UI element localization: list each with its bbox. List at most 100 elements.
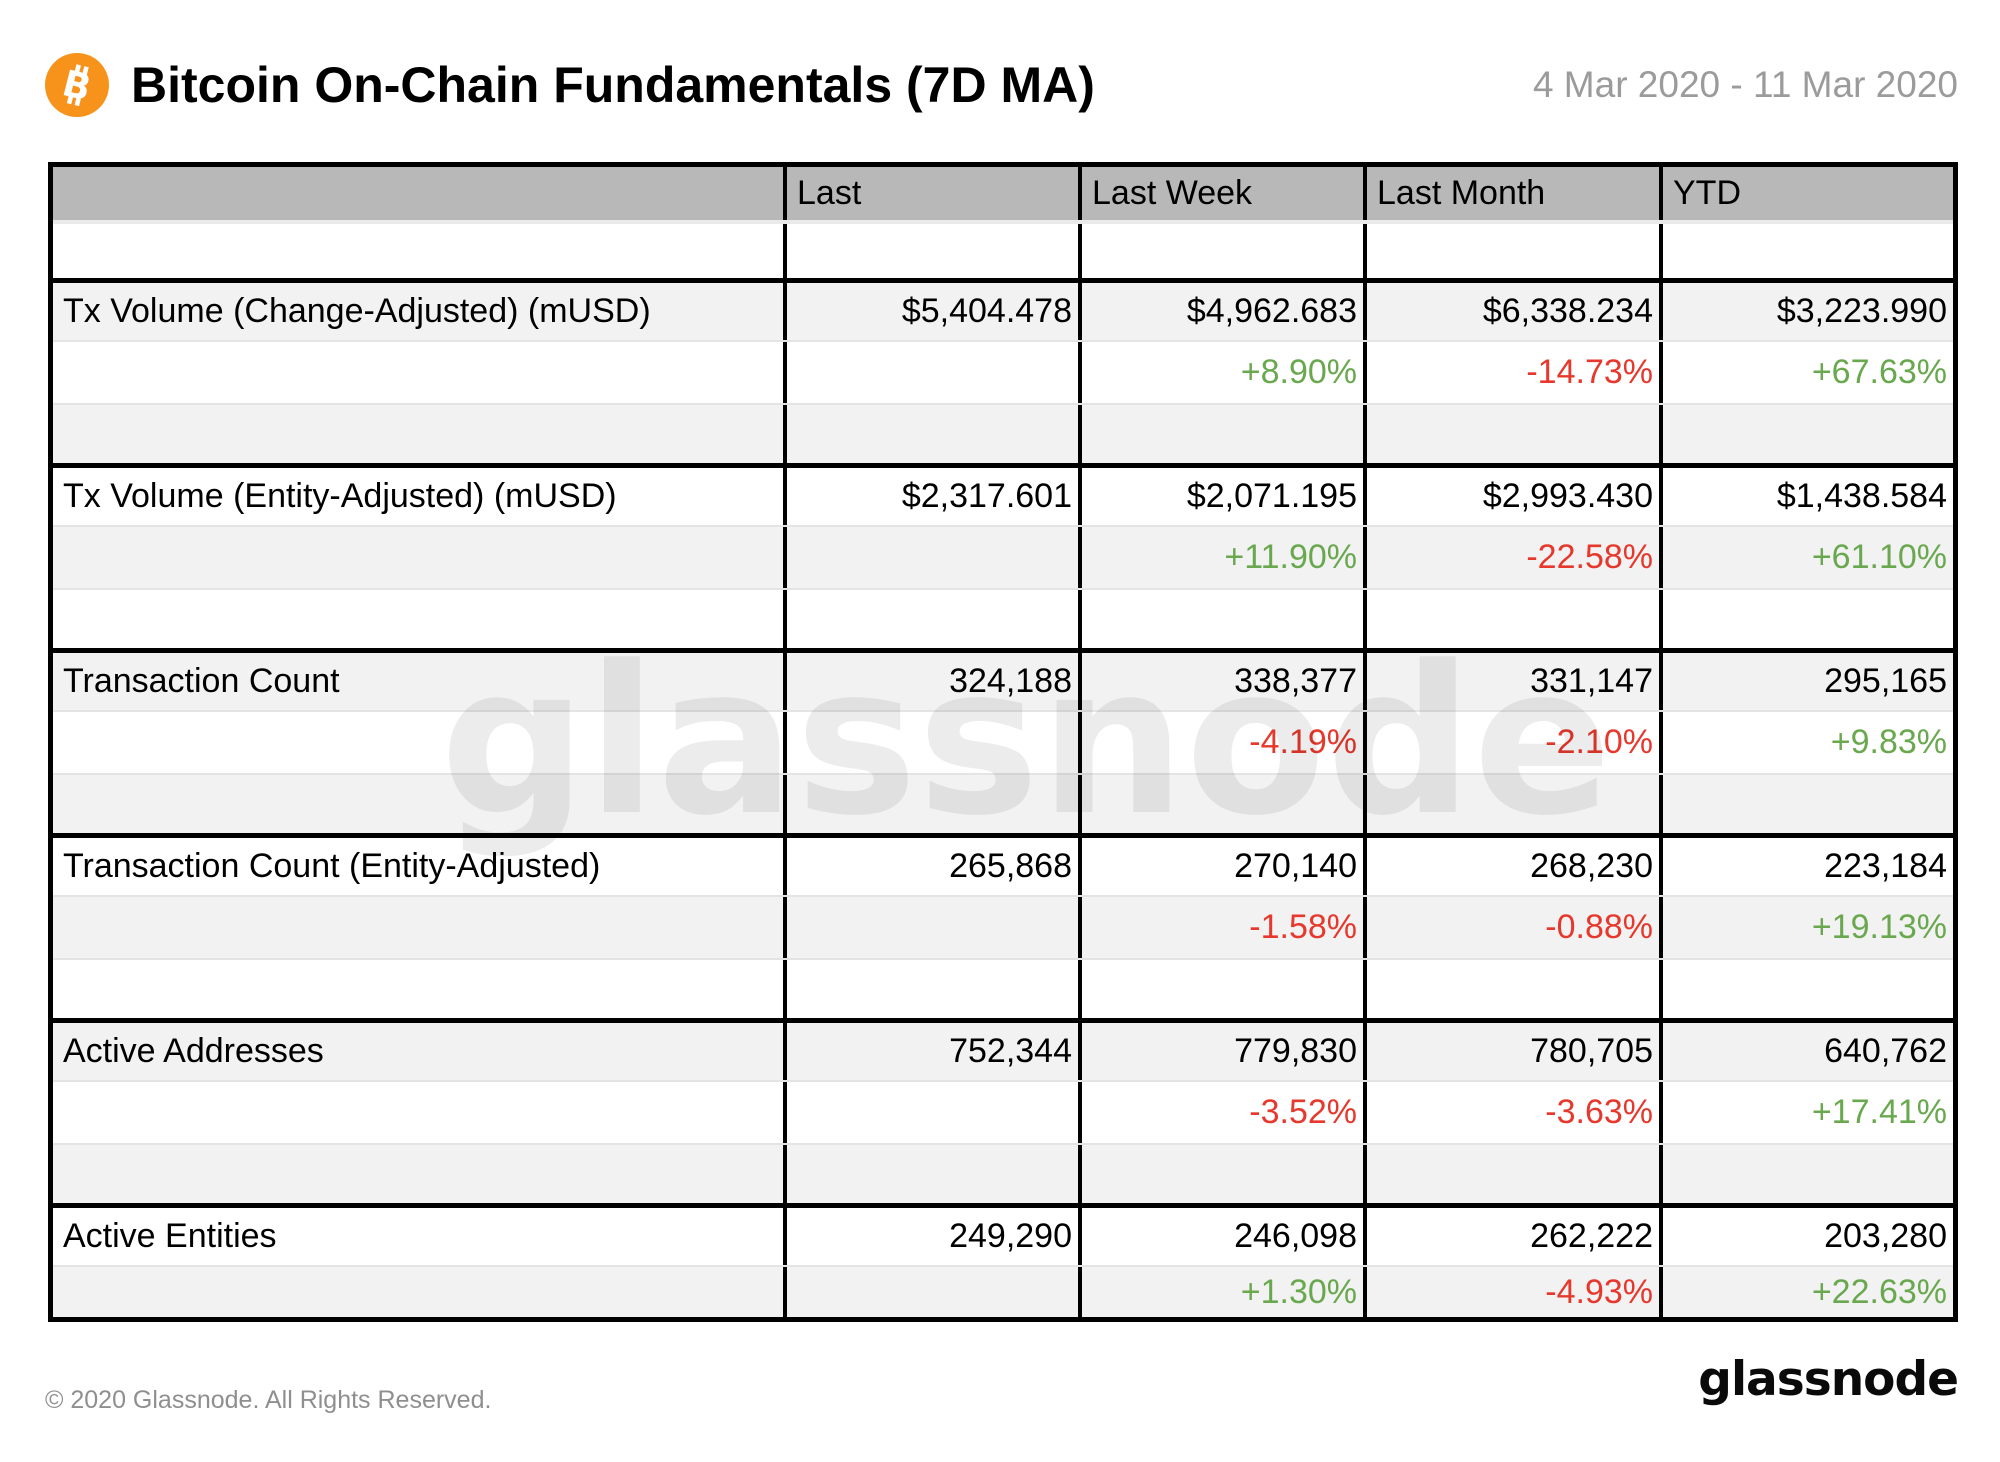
metric-value: $1,438.584: [1659, 468, 1953, 525]
metric-label: Transaction Count: [63, 662, 340, 700]
change-empty-cell: [53, 342, 783, 403]
spacer-cell: [1659, 1145, 1953, 1203]
spacer-cell: [783, 960, 1078, 1018]
change-row: +8.90% -14.73% +67.63%: [53, 340, 1953, 403]
change-value: -22.58%: [1363, 527, 1659, 588]
metric-value: 249,290: [783, 1208, 1078, 1265]
change-value: +19.13%: [1659, 897, 1953, 958]
change-value: -3.52%: [1078, 1082, 1363, 1143]
spacer-cell: [1659, 960, 1953, 1018]
spacer-cell: [1078, 960, 1363, 1018]
change-value: -3.63%: [1363, 1082, 1659, 1143]
metric-row: Active Addresses 752,344 779,830 780,705 640…: [53, 1018, 1953, 1080]
bitcoin-icon: B: [45, 53, 109, 117]
metric-row: Tx Volume (Entity-Adjusted) (mUSD) $2,317…: [53, 463, 1953, 525]
metric-value: 268,230: [1363, 838, 1659, 895]
metric-value: $2,071.195: [1078, 468, 1363, 525]
metric-label: Tx Volume (Entity-Adjusted) (mUSD): [63, 477, 617, 515]
spacer-cell: [1078, 590, 1363, 648]
change-value: +11.90%: [1078, 527, 1363, 588]
metric-value: 223,184: [1659, 838, 1953, 895]
change-value: -0.88%: [1363, 897, 1659, 958]
metric-value: 203,280: [1659, 1208, 1953, 1265]
blank-cell: [783, 224, 1078, 278]
spacer-cell: [783, 590, 1078, 648]
change-value: +22.63%: [1659, 1267, 1953, 1317]
spacer-cell: [1363, 775, 1659, 833]
change-value: -1.58%: [1078, 897, 1363, 958]
metric-value: 640,762: [1659, 1023, 1953, 1080]
change-row: +1.30% -4.93% +22.63%: [53, 1265, 1953, 1317]
metric-value: 780,705: [1363, 1023, 1659, 1080]
spacer-cell: [53, 775, 783, 833]
change-value: +1.30%: [1078, 1267, 1363, 1317]
metric-value: $5,404.478: [783, 283, 1078, 340]
metric-value: 331,147: [1363, 653, 1659, 710]
spacer-cell: [1659, 405, 1953, 463]
metric-value: $4,962.683: [1078, 283, 1363, 340]
metric-value: 262,222: [1363, 1208, 1659, 1265]
change-row: -3.52% -3.63% +17.41%: [53, 1080, 1953, 1143]
change-value: -4.19%: [1078, 712, 1363, 773]
spacer-cell: [1078, 775, 1363, 833]
spacer-row: [53, 588, 1953, 648]
blank-cell: [1659, 224, 1953, 278]
metric-row: Transaction Count 324,188 338,377 331,147 29…: [53, 648, 1953, 710]
header-cell: Last Week: [1078, 167, 1363, 220]
change-empty-cell: [783, 897, 1078, 958]
copyright-text: © 2020 Glassnode. All Rights Reserved.: [45, 1386, 492, 1414]
header-cell: [53, 167, 783, 220]
metric-value: 295,165: [1659, 653, 1953, 710]
metric-value: $6,338.234: [1363, 283, 1659, 340]
metric-label: Transaction Count (Entity-Adjusted): [63, 847, 601, 885]
glassnode-logo: glassnode: [1698, 1352, 1959, 1407]
spacer-row: [53, 403, 1953, 463]
metric-label: Active Entities: [63, 1217, 277, 1255]
change-value: -2.10%: [1363, 712, 1659, 773]
spacer-cell: [1078, 1145, 1363, 1203]
spacer-cell: [53, 1145, 783, 1203]
metric-value: $2,993.430: [1363, 468, 1659, 525]
metric-value: 324,188: [783, 653, 1078, 710]
spacer-cell: [1659, 775, 1953, 833]
change-empty-cell: [53, 527, 783, 588]
change-empty-cell: [53, 1267, 783, 1317]
metric-value: 338,377: [1078, 653, 1363, 710]
spacer-cell: [1363, 960, 1659, 1018]
metric-value: 246,098: [1078, 1208, 1363, 1265]
change-value: +8.90%: [1078, 342, 1363, 403]
change-value: -4.93%: [1363, 1267, 1659, 1317]
metric-value: 752,344: [783, 1023, 1078, 1080]
spacer-cell: [1078, 405, 1363, 463]
date-range: 4 Mar 2020 - 11 Mar 2020: [1532, 64, 1958, 105]
spacer-cell: [783, 405, 1078, 463]
change-value: +67.63%: [1659, 342, 1953, 403]
metric-row: Tx Volume (Change-Adjusted) (mUSD) $5,404…: [53, 278, 1953, 340]
spacer-cell: [53, 405, 783, 463]
change-row: -4.19% -2.10% +9.83%: [53, 710, 1953, 773]
spacer-row: [53, 773, 1953, 833]
change-empty-cell: [783, 712, 1078, 773]
spacer-cell: [53, 590, 783, 648]
spacer-row: [53, 1143, 1953, 1203]
change-empty-cell: [53, 1082, 783, 1143]
change-row: +11.90% -22.58% +61.10%: [53, 525, 1953, 588]
change-empty-cell: [783, 1082, 1078, 1143]
table-header-row: Last Last Week Last Month YTD: [53, 167, 1953, 224]
change-empty-cell: [53, 897, 783, 958]
change-row: -1.58% -0.88% +19.13%: [53, 895, 1953, 958]
metric-value: 270,140: [1078, 838, 1363, 895]
change-empty-cell: [53, 712, 783, 773]
metric-row: Active Entities 249,290 246,098 262,222 203,…: [53, 1203, 1953, 1265]
fundamentals-table: Last Last Week Last Month YTD Tx Volume (Cha…: [48, 162, 1958, 1322]
blank-row: [53, 224, 1953, 278]
spacer-cell: [783, 775, 1078, 833]
header-cell: Last Month: [1363, 167, 1659, 220]
change-empty-cell: [783, 342, 1078, 403]
spacer-cell: [1363, 590, 1659, 648]
metric-value: 779,830: [1078, 1023, 1363, 1080]
spacer-cell: [1363, 405, 1659, 463]
change-value: +9.83%: [1659, 712, 1953, 773]
blank-cell: [1078, 224, 1363, 278]
